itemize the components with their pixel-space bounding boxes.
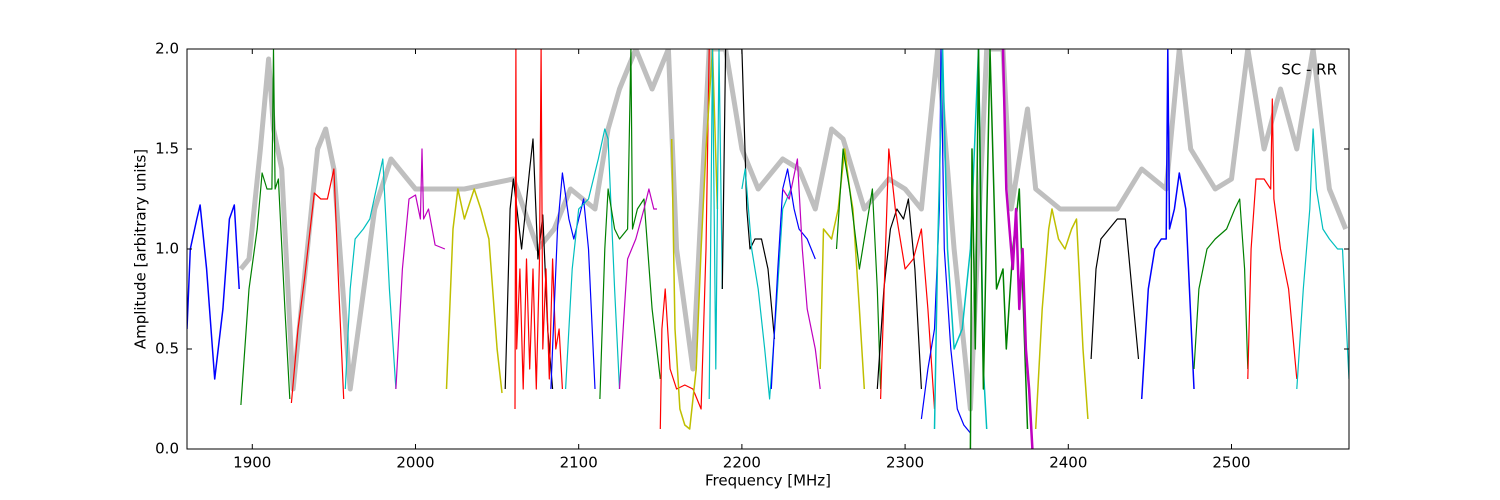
x-tick-label: 2200 (723, 454, 761, 472)
series-line (880, 148, 936, 410)
series-line (599, 49, 661, 400)
y-tick-label: 2.0 (155, 40, 179, 58)
y-tick-label: 0.5 (155, 340, 179, 358)
x-axis-label: Frequency [MHz] (705, 472, 831, 490)
series-line (1296, 128, 1349, 390)
series-line (670, 49, 719, 430)
y-tick-label: 1.0 (155, 240, 179, 258)
series-line (504, 138, 554, 390)
series-line (565, 128, 621, 390)
series-line (1193, 198, 1249, 370)
series-line (1001, 49, 1034, 449)
series-line (721, 49, 776, 340)
series-line (550, 172, 596, 390)
series-line (445, 188, 503, 394)
series-line (1140, 49, 1195, 400)
series-line (659, 49, 710, 430)
series-line (782, 158, 821, 390)
x-tick-label: 2400 (1049, 454, 1087, 472)
series-line (708, 49, 723, 400)
plot-lines (187, 49, 1349, 449)
series-line (1247, 98, 1298, 380)
series-line (819, 148, 866, 390)
series-line (344, 158, 397, 390)
series-line (741, 168, 792, 400)
series-line (1034, 208, 1089, 430)
x-tick-label: 2100 (560, 454, 598, 472)
y-axis-label: Amplitude [arbitrary units] (132, 149, 150, 349)
series-line (238, 49, 1349, 412)
x-tick-label: 1900 (233, 454, 271, 472)
x-tick-label: 2300 (886, 454, 924, 472)
series-line (395, 148, 446, 390)
x-tick-label: 2500 (1212, 454, 1250, 472)
annotation: SC - RR (1281, 61, 1337, 79)
series-line (240, 49, 291, 406)
series-line (290, 168, 345, 404)
x-tick-label: 2000 (396, 454, 434, 472)
series-line (835, 148, 882, 390)
y-tick-label: 1.5 (155, 140, 179, 158)
series-line (187, 204, 240, 380)
series-line (618, 188, 657, 390)
series-line (514, 49, 563, 410)
series-line (1090, 218, 1140, 360)
series-line (920, 49, 971, 434)
y-tick-label: 0.0 (155, 440, 179, 458)
